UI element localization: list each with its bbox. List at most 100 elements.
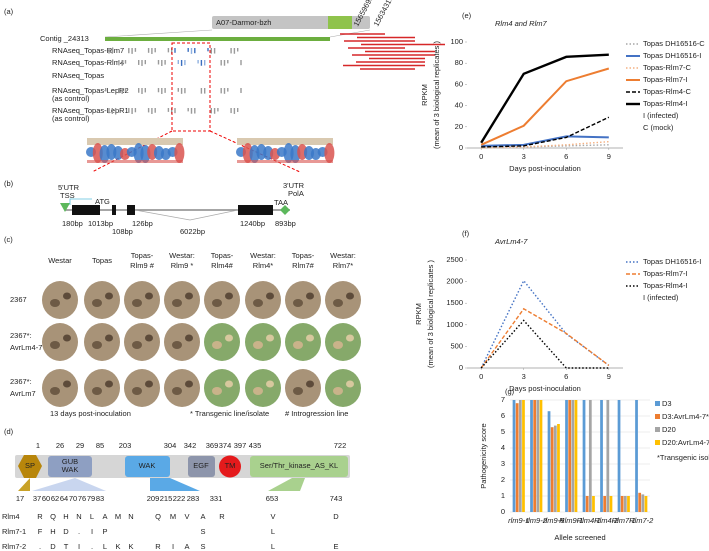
coverage: [154, 108, 156, 113]
allele-name: Rlm4: [2, 512, 20, 521]
coverage: [220, 60, 222, 66]
leaf-photo: [84, 323, 120, 361]
legend-note: I (infected): [643, 111, 679, 120]
panel-label: (f): [462, 229, 470, 238]
x-tick-label: rlm9-5: [543, 516, 565, 525]
coverage: [131, 108, 133, 114]
coverage: [171, 48, 173, 54]
bar: [635, 400, 638, 512]
coverage: [200, 60, 203, 66]
residue: R: [219, 512, 225, 521]
bar: [515, 403, 519, 512]
exon: [127, 205, 135, 215]
legend-label: Topas-Rlm4-I: [643, 281, 688, 290]
gene-annotation: 893bp: [275, 219, 296, 228]
track-label: RNAseq_Topas: [52, 71, 104, 80]
x-tick-label: 6: [564, 372, 568, 381]
domain-sp: [18, 455, 42, 478]
x-tick-label: 6: [564, 152, 568, 161]
zoom-wedge: [18, 478, 30, 491]
track-label: RNAseq_Topas-Rlm4: [52, 58, 124, 67]
residue: K: [128, 542, 133, 551]
y-axis-title: (mean of 3 biological replicates ): [426, 260, 435, 368]
y-tick-label: 1: [501, 491, 505, 500]
leaf-lesion: [225, 334, 233, 342]
leaf-photo: [164, 369, 200, 407]
leaf-photo: [204, 369, 240, 407]
position-label: 26: [56, 441, 64, 450]
domain-label: EGF: [193, 461, 209, 470]
leaf-photo: [164, 323, 200, 361]
panel-label: (d): [4, 427, 14, 436]
bar: [582, 400, 586, 512]
leaf-lesion: [306, 334, 314, 342]
zoom-wedge: [268, 478, 305, 491]
coverage: [128, 108, 130, 113]
column-header: Rlm9 #: [130, 261, 155, 270]
leaf-photo: [325, 369, 361, 407]
leaf-lesion: [132, 387, 142, 395]
coverage: [223, 88, 226, 94]
y-axis-title: RPKM: [414, 303, 423, 325]
coverage: [197, 60, 199, 64]
series-line: [480, 67, 610, 146]
position-label: 342: [184, 441, 197, 450]
bar: [623, 496, 627, 512]
y-tick-label: 3: [501, 459, 505, 468]
tss-marker: [60, 203, 70, 212]
coverage: [111, 48, 113, 54]
coverage: [157, 88, 160, 93]
leaf-lesion: [333, 387, 343, 395]
coverage: [210, 108, 212, 114]
column-header: Topas-: [292, 251, 315, 260]
legend-label: Topas-Rlm4-I: [643, 99, 688, 108]
coverage: [184, 60, 186, 66]
bar: [533, 400, 537, 512]
leaf-lesion: [105, 380, 113, 388]
column-header: Rlm4*: [253, 261, 274, 270]
series-line: [480, 53, 609, 144]
track-label: RNAseq_Topas-LepR2: [52, 86, 129, 95]
gene-annotation: ATG: [95, 197, 110, 206]
coverage: [118, 60, 120, 66]
coverage: [204, 88, 206, 94]
coverage: [237, 48, 239, 52]
x-tick-label: 0: [479, 372, 483, 381]
coverage: [204, 60, 206, 66]
gene-annotation: 180bp: [62, 219, 83, 228]
leaf-lesion: [253, 341, 263, 349]
x-tick-label: Rlm7-2: [629, 516, 654, 525]
coverage: [227, 60, 229, 64]
residue: S: [200, 527, 205, 536]
legend-label: Topas DH16516-I: [643, 257, 701, 266]
coverage: [138, 60, 140, 65]
leaf-lesion: [145, 334, 153, 342]
bar: [617, 400, 621, 512]
leaf-lesion: [145, 380, 153, 388]
gene-annotation: 108bp: [112, 227, 133, 236]
variant-position: 17: [16, 494, 24, 503]
connector: [104, 29, 213, 38]
gene-annotation: 5'UTR: [58, 183, 80, 192]
column-header: Topas-: [131, 251, 154, 260]
panel-label: (c): [4, 235, 13, 244]
legend-swatch: [655, 414, 660, 419]
bar: [522, 400, 525, 512]
contig-label: Contig _24313: [40, 34, 89, 43]
leaf-lesion: [225, 380, 233, 388]
gene-annotation: 3'UTR: [283, 181, 305, 190]
y-tick-label: 60: [455, 79, 463, 88]
column-header: Westar:: [250, 251, 276, 260]
series-line: [481, 140, 609, 149]
x-tick-label: Rlm4-2: [594, 516, 619, 525]
residue: R: [37, 512, 43, 521]
x-tick-label: 3: [522, 152, 526, 161]
coverage: [230, 48, 232, 54]
series-line: [481, 135, 609, 147]
y-tick-label: 2000: [446, 277, 463, 286]
leaf-photo: [124, 369, 160, 407]
leaf-photo: [245, 281, 281, 319]
y-tick-label: 0: [459, 143, 463, 152]
gene-annotation: TAA: [274, 198, 288, 207]
bar: [571, 400, 575, 512]
